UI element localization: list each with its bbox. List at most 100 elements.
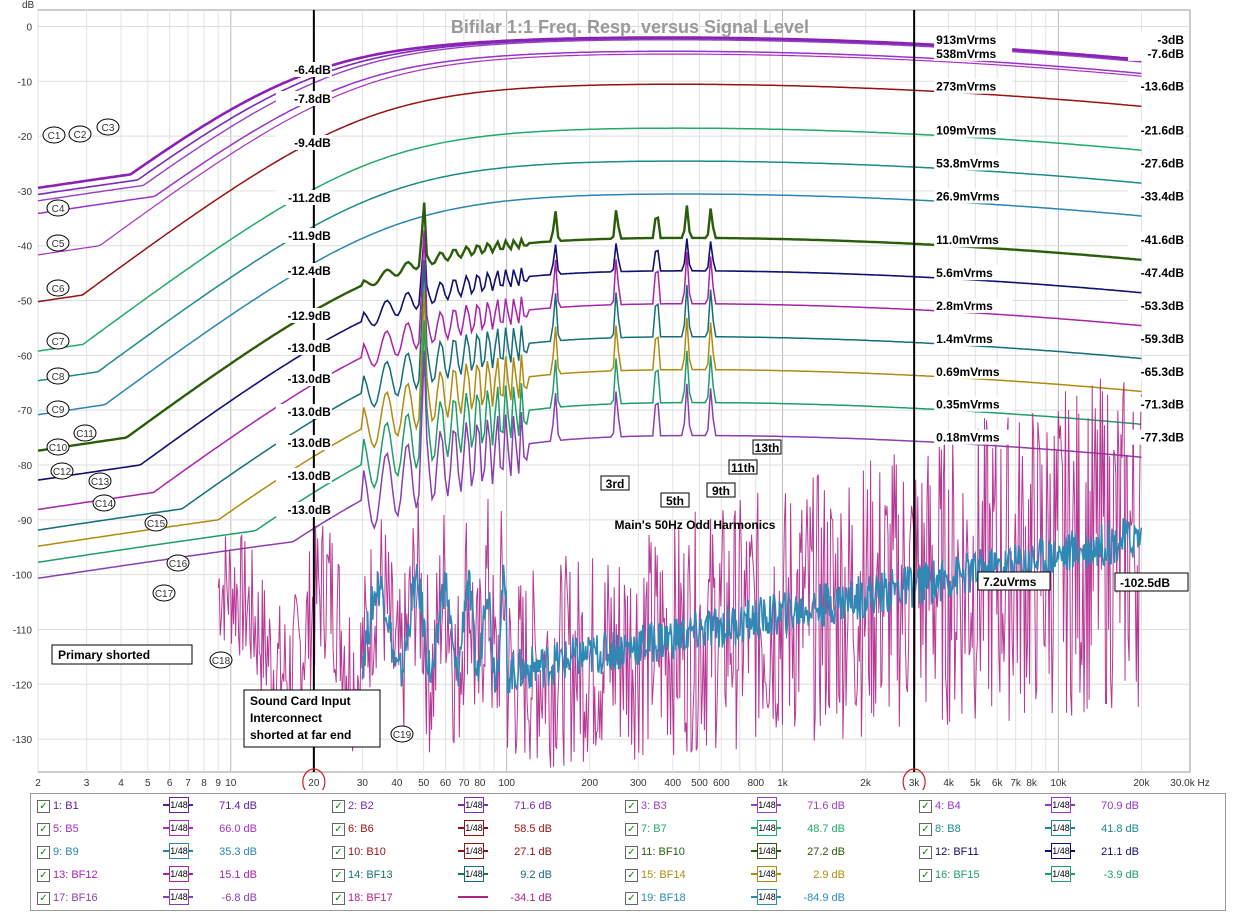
legend-item[interactable]: ✓ 1: B1 1/48 71.4 dB bbox=[37, 796, 317, 818]
legend-checkbox[interactable]: ✓ bbox=[919, 823, 932, 836]
legend-checkbox[interactable]: ✓ bbox=[332, 869, 345, 882]
x-tick-label: 2 bbox=[35, 778, 41, 789]
legend-checkbox[interactable]: ✓ bbox=[37, 869, 50, 882]
legend-checkbox[interactable]: ✓ bbox=[37, 823, 50, 836]
legend-item[interactable]: ✓ 2: B2 1/48 71.6 dB bbox=[332, 796, 612, 818]
legend-item[interactable]: ✓ 13: BF12 1/48 15.1 dB bbox=[37, 865, 317, 887]
legend-swatch[interactable]: 1/48 bbox=[751, 889, 781, 905]
legend-series-name: 1: B1 bbox=[53, 800, 79, 812]
legend-checkbox[interactable]: ✓ bbox=[332, 846, 345, 859]
noise-db-label: -102.5dB bbox=[1120, 576, 1170, 590]
legend-value: 70.9 dB bbox=[1101, 800, 1139, 812]
legend-checkbox[interactable]: ✓ bbox=[919, 846, 932, 859]
legend-scale-glyph: 1/48 bbox=[464, 820, 484, 836]
legend-item[interactable]: ✓ 18: BF17 -34.1 dB bbox=[332, 888, 612, 910]
x-tick-label: 3 bbox=[84, 778, 90, 789]
legend-checkbox[interactable]: ✓ bbox=[625, 869, 638, 882]
legend-swatch[interactable]: 1/48 bbox=[163, 889, 193, 905]
legend-series-name: 6: B6 bbox=[348, 823, 374, 835]
legend-swatch[interactable]: 1/48 bbox=[1045, 866, 1075, 882]
x-tick-label: 6k bbox=[992, 778, 1004, 789]
legend-checkbox[interactable]: ✓ bbox=[625, 892, 638, 905]
legend-swatch[interactable]: 1/48 bbox=[458, 820, 488, 836]
legend-value: 58.5 dB bbox=[514, 823, 552, 835]
legend-swatch[interactable]: 1/48 bbox=[458, 866, 488, 882]
legend-swatch[interactable]: 1/48 bbox=[163, 797, 193, 813]
legend-row: ✓ 1: B1 1/48 71.4 dB ✓ 2: B2 1/48 71.6 dB ✓ 3: B3… bbox=[31, 796, 1225, 818]
x-tick-label: 8k bbox=[1026, 778, 1038, 789]
legend-item[interactable]: ✓ 5: B5 1/48 66.0 dB bbox=[37, 819, 317, 841]
legend-swatch[interactable]: 1/48 bbox=[751, 820, 781, 836]
legend-item[interactable]: ✓ 12: BF11 1/48 21.1 dB bbox=[919, 842, 1199, 864]
legend-item[interactable]: ✓ 9: B9 1/48 35.3 dB bbox=[37, 842, 317, 864]
hf-db-label-bg bbox=[1128, 429, 1186, 445]
hf-db-label: -71.3dB bbox=[1141, 398, 1185, 412]
y-tick-label: -130 bbox=[12, 735, 32, 746]
curve-tag-text: C8 bbox=[52, 372, 65, 383]
hf-db-label-bg bbox=[1128, 122, 1186, 138]
legend-scale-glyph: 1/48 bbox=[1051, 843, 1071, 859]
legend-scale-glyph: 1/48 bbox=[757, 797, 777, 813]
legend-item[interactable]: ✓ 10: B10 1/48 27.1 dB bbox=[332, 842, 612, 864]
legend-checkbox[interactable]: ✓ bbox=[919, 869, 932, 882]
legend-item[interactable]: ✓ 17: BF16 1/48 -6.8 dB bbox=[37, 888, 317, 910]
curve-tag-c9 bbox=[46, 400, 70, 418]
legend-checkbox[interactable]: ✓ bbox=[332, 892, 345, 905]
curve-tag-c13 bbox=[88, 472, 112, 490]
legend-scale-glyph: 1/48 bbox=[169, 866, 189, 882]
hf-db-label-bg bbox=[1128, 78, 1186, 94]
curve-tag-text: C2 bbox=[74, 130, 87, 141]
y-axis-label: dB bbox=[22, 0, 35, 11]
y-tick-label: -90 bbox=[18, 516, 33, 527]
legend-swatch[interactable]: 1/48 bbox=[751, 866, 781, 882]
legend-swatch[interactable]: 1/48 bbox=[458, 797, 488, 813]
hf-db-label: -27.6dB bbox=[1141, 156, 1185, 170]
sound-card-label: shorted at far end bbox=[250, 728, 351, 742]
legend-item[interactable]: ✓ 3: B3 1/48 71.6 dB bbox=[625, 796, 905, 818]
legend-scale-glyph: 1/48 bbox=[757, 843, 777, 859]
legend-item[interactable]: ✓ 8: B8 1/48 41.8 dB bbox=[919, 819, 1199, 841]
legend-checkbox[interactable]: ✓ bbox=[37, 800, 50, 813]
legend-item[interactable]: ✓ 11: BF10 1/48 27.2 dB bbox=[625, 842, 905, 864]
x-tick-label: 60 bbox=[440, 778, 452, 789]
axis-ticks: 0 -10 -20 -30 -40 -50 -60 -70 -80 -90 -100 -110 -120… bbox=[12, 22, 1210, 789]
hf-db-label-bg bbox=[1128, 188, 1186, 204]
hf-db-label: -7.6dB bbox=[1147, 47, 1184, 61]
legend-swatch[interactable]: 1/48 bbox=[163, 866, 193, 882]
legend-row: ✓ 9: B9 1/48 35.3 dB ✓ 10: B10 1/48 27.1 dB ✓ 11:… bbox=[31, 842, 1225, 864]
curve-tag-text: C17 bbox=[155, 589, 174, 600]
legend-row: ✓ 5: B5 1/48 66.0 dB ✓ 6: B6 1/48 58.5 dB ✓ 7: B7… bbox=[31, 819, 1225, 841]
legend-checkbox[interactable]: ✓ bbox=[625, 846, 638, 859]
curve-tag-c17 bbox=[152, 584, 176, 602]
v20-db-label: -7.8dB bbox=[294, 92, 331, 106]
v20-label-bg bbox=[275, 308, 332, 323]
legend-scale-glyph: 1/48 bbox=[169, 820, 189, 836]
legend-swatch-line bbox=[458, 896, 488, 898]
legend-item[interactable]: ✓ 14: BF13 1/48 9.2 dB bbox=[332, 865, 612, 887]
legend-swatch[interactable]: 1/48 bbox=[163, 820, 193, 836]
legend-swatch[interactable]: 1/48 bbox=[1045, 820, 1075, 836]
legend-swatch[interactable]: 1/48 bbox=[1045, 797, 1075, 813]
legend-swatch[interactable]: 1/48 bbox=[458, 843, 488, 859]
curve-tag-c11 bbox=[73, 424, 97, 442]
legend-checkbox[interactable]: ✓ bbox=[919, 800, 932, 813]
legend-checkbox[interactable]: ✓ bbox=[625, 800, 638, 813]
primary-shorted-box bbox=[51, 644, 193, 665]
legend-item[interactable]: ✓ 7: B7 1/48 48.7 dB bbox=[625, 819, 905, 841]
legend-item[interactable]: ✓ 16: BF15 1/48 -3.9 dB bbox=[919, 865, 1199, 887]
legend-checkbox[interactable]: ✓ bbox=[37, 846, 50, 859]
legend-swatch[interactable]: 1/48 bbox=[751, 797, 781, 813]
legend-swatch[interactable]: 1/48 bbox=[163, 843, 193, 859]
legend-item[interactable]: ✓ 6: B6 1/48 58.5 dB bbox=[332, 819, 612, 841]
legend-checkbox[interactable]: ✓ bbox=[37, 892, 50, 905]
legend-swatch[interactable]: 1/48 bbox=[1045, 843, 1075, 859]
legend-checkbox[interactable]: ✓ bbox=[332, 823, 345, 836]
legend-checkbox[interactable]: ✓ bbox=[625, 823, 638, 836]
legend-value: 9.2 dB bbox=[520, 869, 552, 881]
legend-checkbox[interactable]: ✓ bbox=[332, 800, 345, 813]
legend-item[interactable]: ✓ 15: BF14 1/48 2.9 dB bbox=[625, 865, 905, 887]
legend-item[interactable]: ✓ 4: B4 1/48 70.9 dB bbox=[919, 796, 1199, 818]
legend-swatch[interactable] bbox=[458, 889, 488, 904]
legend-swatch[interactable]: 1/48 bbox=[751, 843, 781, 859]
legend-item[interactable]: ✓ 19: BF18 1/48 -84.9 dB bbox=[625, 888, 905, 910]
